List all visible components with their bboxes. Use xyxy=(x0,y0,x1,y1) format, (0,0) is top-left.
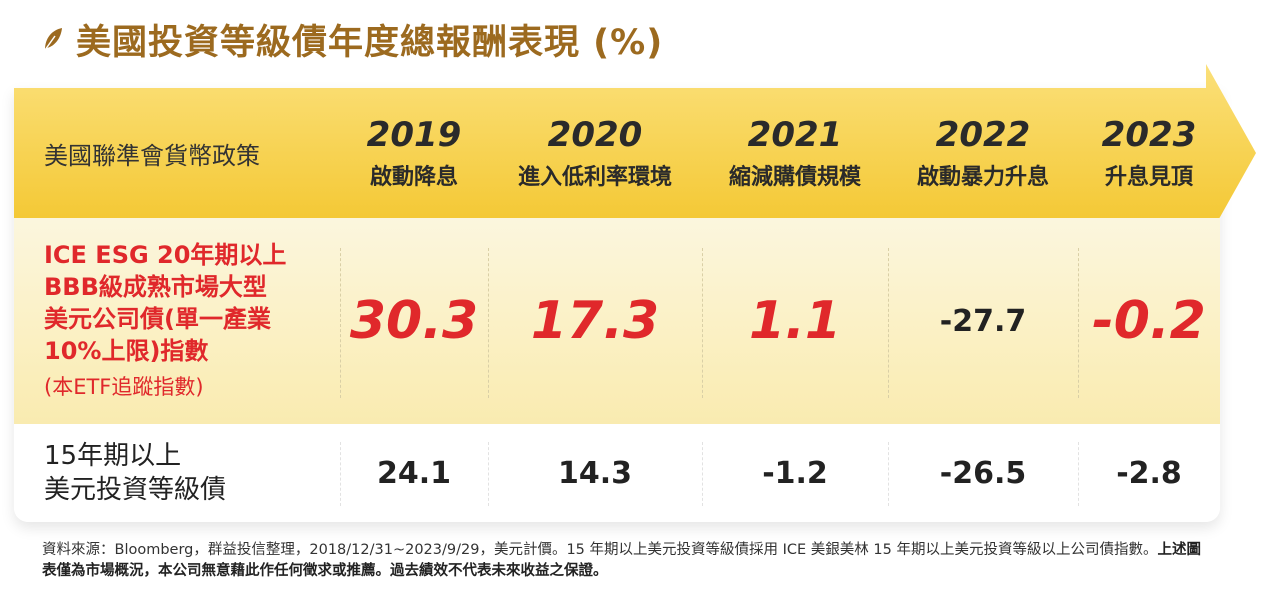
index-name-line: 美元公司債(單一產業 xyxy=(44,305,271,333)
column-divider xyxy=(488,248,489,398)
policy-label: 美國聯準會貨幣政策 xyxy=(44,141,260,170)
cell-2022: -26.5 xyxy=(888,424,1078,522)
value-label: 14.3 xyxy=(557,455,633,491)
value-label: -0.2 xyxy=(1092,291,1206,351)
header-col-2022: 2022 啟動暴力升息 xyxy=(888,88,1078,218)
column-divider xyxy=(340,442,341,506)
row-label: ICE ESG 20年期以上 BBB級成熟市場大型 美元公司債(單一產業 10%… xyxy=(14,218,340,424)
value-label: -26.5 xyxy=(939,455,1027,491)
leaf-icon xyxy=(44,28,62,51)
cell-2023: -0.2 xyxy=(1078,218,1220,424)
cell-2020: 14.3 xyxy=(488,424,702,522)
cell-2021: 1.1 xyxy=(702,218,888,424)
row-label: 15年期以上 美元投資等級債 xyxy=(14,424,340,522)
index-name-line: ICE ESG 20年期以上 xyxy=(44,241,287,269)
event-label: 升息見頂 xyxy=(1104,165,1193,190)
value-label: 24.1 xyxy=(376,455,452,491)
event-label: 進入低利率環境 xyxy=(517,165,672,190)
year-label: 2022 xyxy=(935,115,1031,155)
header-col-2020: 2020 進入低利率環境 xyxy=(488,88,702,218)
event-label: 縮減購債規模 xyxy=(728,165,861,190)
cell-2022: -27.7 xyxy=(888,218,1078,424)
column-divider xyxy=(702,442,703,506)
index-name-line: BBB級成熟市場大型 xyxy=(44,273,267,301)
column-divider xyxy=(488,442,489,506)
page-title: 美國投資等級債年度總報酬表現 (%) xyxy=(76,22,664,63)
year-label: 2020 xyxy=(547,115,643,155)
value-label: 17.3 xyxy=(530,291,660,351)
value-label: -27.7 xyxy=(939,303,1027,339)
column-divider xyxy=(888,442,889,506)
column-divider xyxy=(340,248,341,398)
header-col-2021: 2021 縮減購債規模 xyxy=(702,88,888,218)
header-row: 美國聯準會貨幣政策 2019 啟動降息 2020 進入低利率環境 2021 縮減… xyxy=(14,88,1220,218)
year-label: 2021 xyxy=(747,115,843,155)
value-label: -1.2 xyxy=(762,455,828,491)
footnote: 資料來源：Bloomberg，群益投信整理，2018/12/31~2023/9/… xyxy=(42,540,1212,582)
value-label: 1.1 xyxy=(748,291,842,351)
index-name-line: 10%上限)指數 xyxy=(44,337,209,365)
cell-2019: 30.3 xyxy=(340,218,488,424)
cell-2023: -2.8 xyxy=(1078,424,1220,522)
value-label: -2.8 xyxy=(1116,455,1182,491)
column-divider xyxy=(888,248,889,398)
table-row-esg-index: ICE ESG 20年期以上 BBB級成熟市場大型 美元公司債(單一產業 10%… xyxy=(14,218,1220,424)
header-col-2019: 2019 啟動降息 xyxy=(340,88,488,218)
table-row-15y-ig: 15年期以上 美元投資等級債 24.1 14.3 -1.2 -26.5 -2.8 xyxy=(14,424,1220,522)
column-divider xyxy=(1078,248,1079,398)
footnote-disclaimer: 上述圖表僅為市場概況，本公司無意藉此作任何徵求或推薦。過去績效不代表未來收益之保… xyxy=(42,542,1201,579)
year-label: 2023 xyxy=(1101,115,1197,155)
row-name-line: 美元投資等級債 xyxy=(44,475,227,505)
title-block: 美國投資等級債年度總報酬表現 (%) xyxy=(42,14,663,64)
cell-2020: 17.3 xyxy=(488,218,702,424)
year-label: 2019 xyxy=(366,115,462,155)
event-label: 啟動降息 xyxy=(369,165,458,190)
value-label: 30.3 xyxy=(349,291,479,351)
index-note: (本ETF追蹤指數) xyxy=(44,375,204,399)
cell-2021: -1.2 xyxy=(702,424,888,522)
column-divider xyxy=(702,248,703,398)
row-name-line: 15年期以上 xyxy=(44,441,182,471)
policy-label-cell: 美國聯準會貨幣政策 xyxy=(14,88,340,218)
column-divider xyxy=(1078,442,1079,506)
header-col-2023: 2023 升息見頂 xyxy=(1078,88,1220,218)
cell-2019: 24.1 xyxy=(340,424,488,522)
footnote-source: 資料來源：Bloomberg，群益投信整理，2018/12/31~2023/9/… xyxy=(42,542,1158,558)
event-label: 啟動暴力升息 xyxy=(916,165,1049,190)
